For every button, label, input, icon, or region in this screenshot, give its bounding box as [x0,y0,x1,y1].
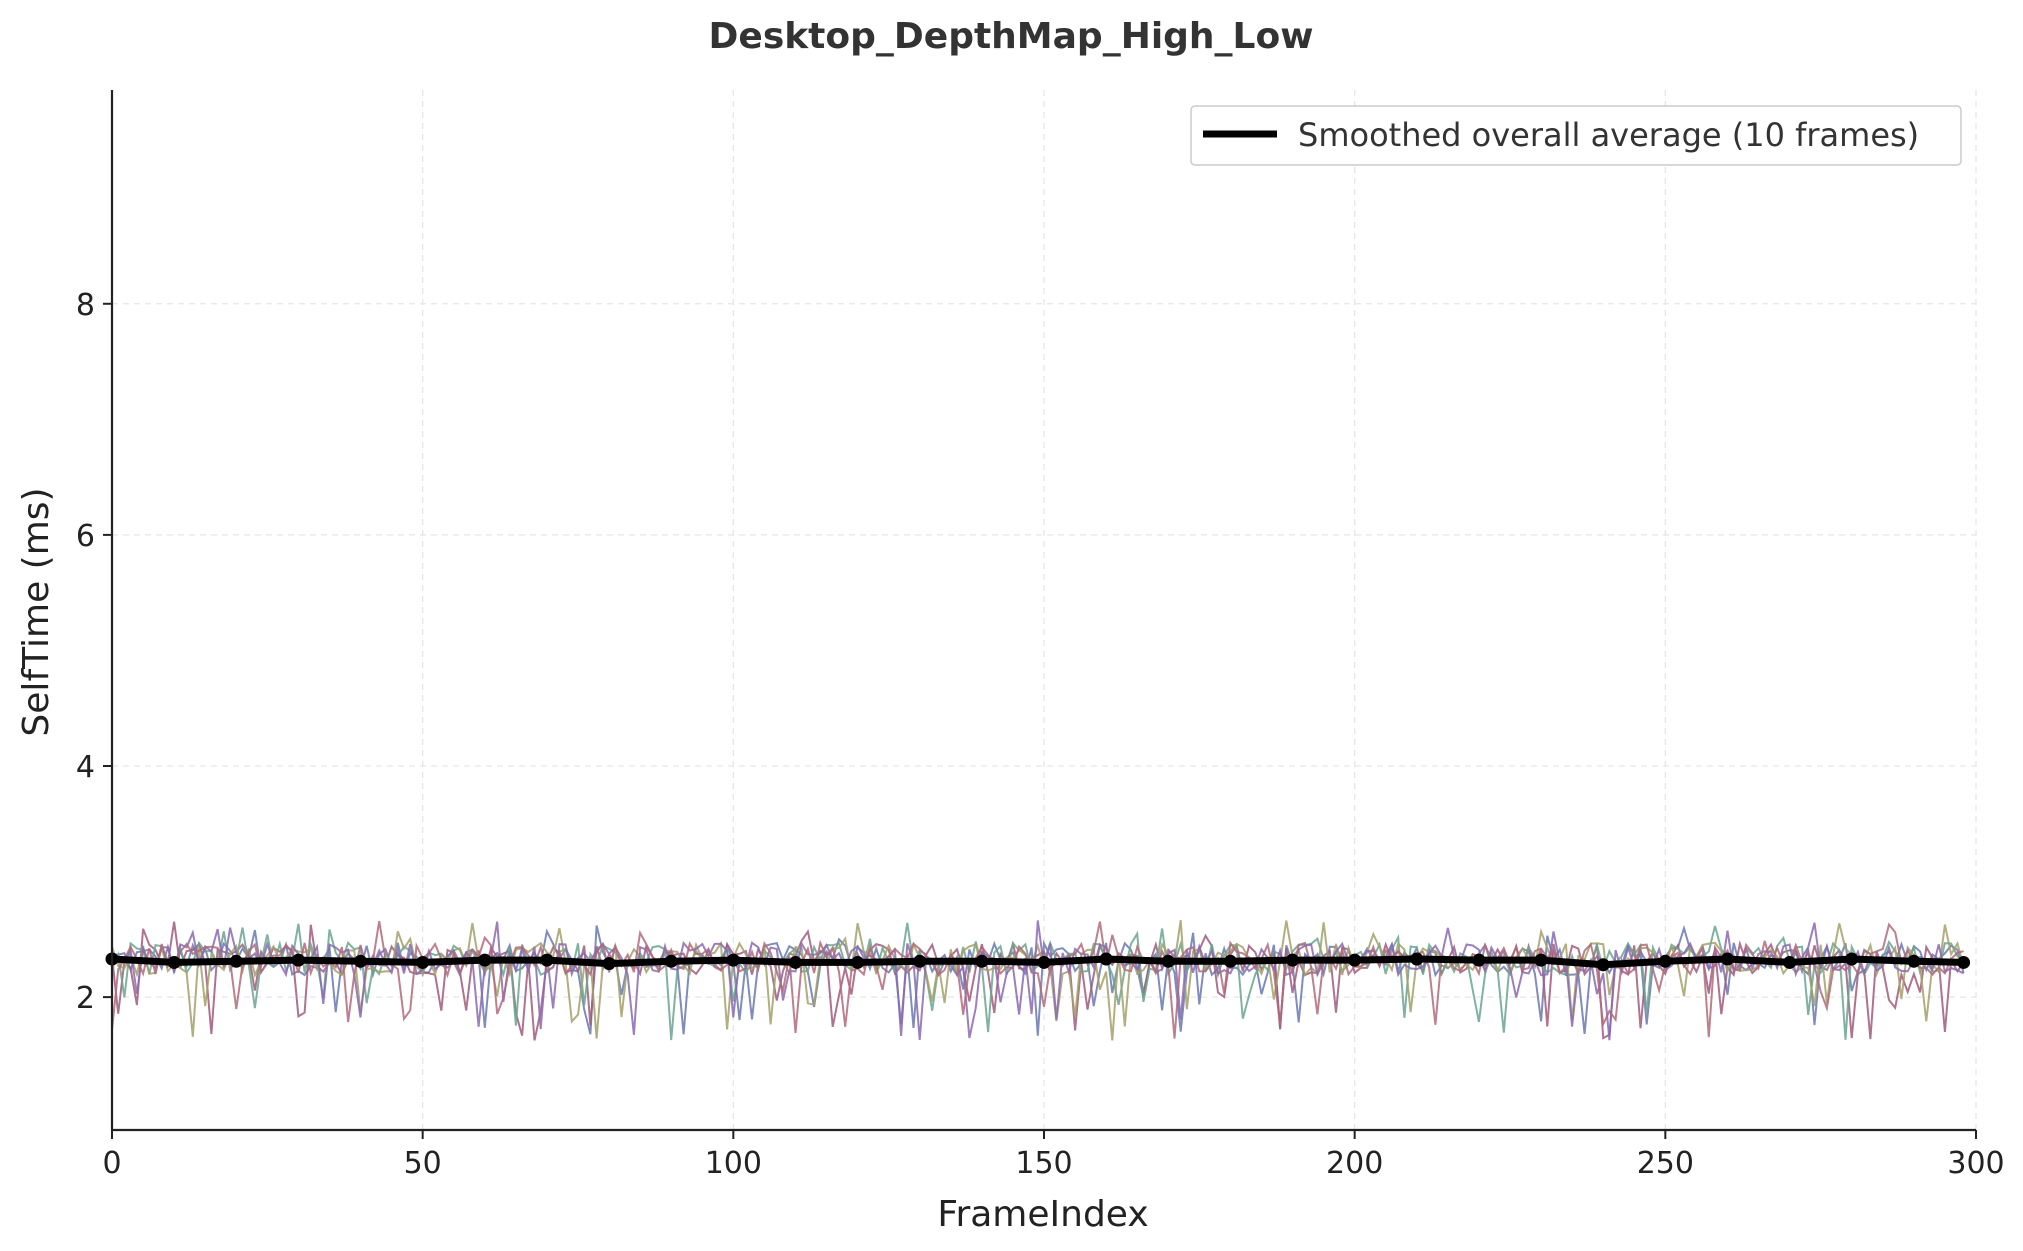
smoothed-average-point [1720,952,1734,966]
frame-series-line-2 [111,921,1965,1041]
legend: Smoothed overall average (10 frames) [1190,105,1962,166]
smoothed-average-series [105,952,1971,972]
x-tick-label: 300 [1947,1146,2004,1181]
y-tick-label: 2 [76,981,95,1016]
smoothed-average-point [1596,958,1610,972]
smoothed-average-point [1286,953,1300,967]
y-axis-label: SelfTime (ms) [16,487,57,736]
smoothed-average-point [851,955,865,969]
smoothed-average-point [1658,954,1672,968]
x-tick-label: 100 [705,1146,762,1181]
smoothed-average-point [1907,954,1921,968]
chart-title: Desktop_DepthMap_High_Low [709,16,1314,57]
y-tick-label: 6 [76,519,95,554]
legend-box [1190,105,1962,166]
frame-series-line-6 [111,920,1964,1039]
smoothed-average-point [229,954,243,968]
x-tick-label: 200 [1326,1146,1383,1181]
x-tick-label: 250 [1637,1146,1694,1181]
smoothed-average-point [602,957,616,971]
smoothed-average-point [1957,955,1971,969]
smoothed-average-point [167,955,181,969]
legend-label-smoothed: Smoothed overall average (10 frames) [1298,116,1919,154]
x-tick-label: 150 [1015,1146,1072,1181]
tick-labels: 0 50 100 150 200 250 300 2 4 6 8 [76,288,2005,1181]
smoothed-average-point [1845,952,1859,966]
smoothed-average-point [1161,954,1175,968]
y-tick-label: 8 [76,288,95,323]
smoothed-average-point [726,953,740,967]
smoothed-average-point [1410,952,1424,966]
smoothed-average-point [478,953,492,967]
smoothed-average-point [1783,955,1797,969]
x-tick-label: 50 [404,1146,442,1181]
smoothed-average-point [913,954,927,968]
x-tick-label: 0 [102,1146,121,1181]
smoothed-average-point [788,955,802,969]
smoothed-average-point [1099,952,1113,966]
y-tick-label: 4 [76,750,95,785]
smoothed-average-point [291,953,305,967]
smoothed-average-point [1348,953,1362,967]
smoothed-average-point [416,955,430,969]
frame-series-lines [111,920,1965,1041]
smoothed-average-point [664,954,678,968]
x-axis-label: FrameIndex [937,1194,1148,1235]
smoothed-average-point [354,954,368,968]
smoothed-average-point [1037,955,1051,969]
smoothed-average-point [1534,953,1548,967]
axes [103,90,1977,1139]
smoothed-average-point [1472,953,1486,967]
smoothed-average-point [540,953,554,967]
smoothed-average-point [1223,954,1237,968]
grid [112,90,1977,1130]
smoothed-average-point [975,954,989,968]
